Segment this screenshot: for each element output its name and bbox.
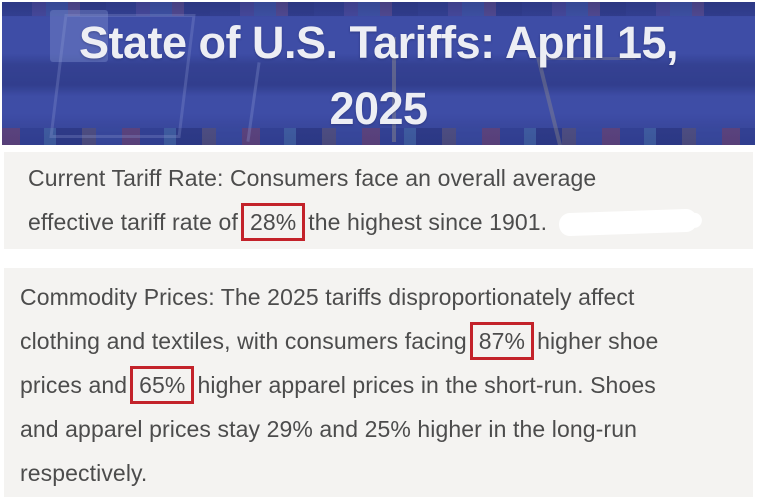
text-line: clothing and textiles, with consumers fa… (20, 319, 753, 363)
highlight-box-65-percent: 65% (130, 366, 195, 404)
blue-photo-tint-overlay (2, 2, 755, 145)
paragraph-text: effective tariff rate of (28, 209, 238, 235)
paragraph-text: Current Tariff Rate: Consumers face an o… (28, 165, 597, 191)
paragraph-text: respectively. (20, 460, 148, 486)
text-line: and apparel prices stay 29% and 25% high… (20, 407, 753, 451)
paragraph-text: the highest since 1901. (308, 209, 548, 235)
title-line-1: State of U.S. Tariffs: April 15, (78, 17, 679, 68)
text-line: Current Tariff Rate: Consumers face an o… (28, 156, 753, 200)
title-line-2: 2025 (329, 83, 428, 134)
paragraph-text: Commodity Prices: The 2025 tariffs dispr… (20, 284, 635, 310)
highlight-box-87-percent: 87% (469, 322, 535, 360)
highlight-box-28-percent: 28% (240, 203, 306, 241)
text-line: prices and 65% higher apparel prices in … (20, 363, 753, 407)
paragraph-text: higher apparel prices in the short-run. … (197, 372, 656, 398)
section-commodity-prices: Commodity Prices: The 2025 tariffs dispr… (4, 268, 753, 497)
text-line: Commodity Prices: The 2025 tariffs dispr… (20, 275, 753, 319)
paragraph-text: clothing and textiles, with consumers fa… (20, 328, 467, 354)
header-banner: State of U.S. Tariffs: April 15, 2025 (2, 2, 755, 145)
text-line: respectively. (20, 451, 753, 495)
paragraph-text: and apparel prices stay 29% and 25% high… (20, 416, 637, 442)
paragraph-text: higher shoe (537, 328, 659, 354)
section-current-tariff: Current Tariff Rate: Consumers face an o… (4, 152, 753, 249)
paragraph-text: prices and (20, 372, 128, 398)
text-line: effective tariff rate of 28% the highest… (28, 200, 753, 244)
redaction-blob (558, 208, 698, 236)
page-title: State of U.S. Tariffs: April 15, 2025 (2, 10, 755, 142)
